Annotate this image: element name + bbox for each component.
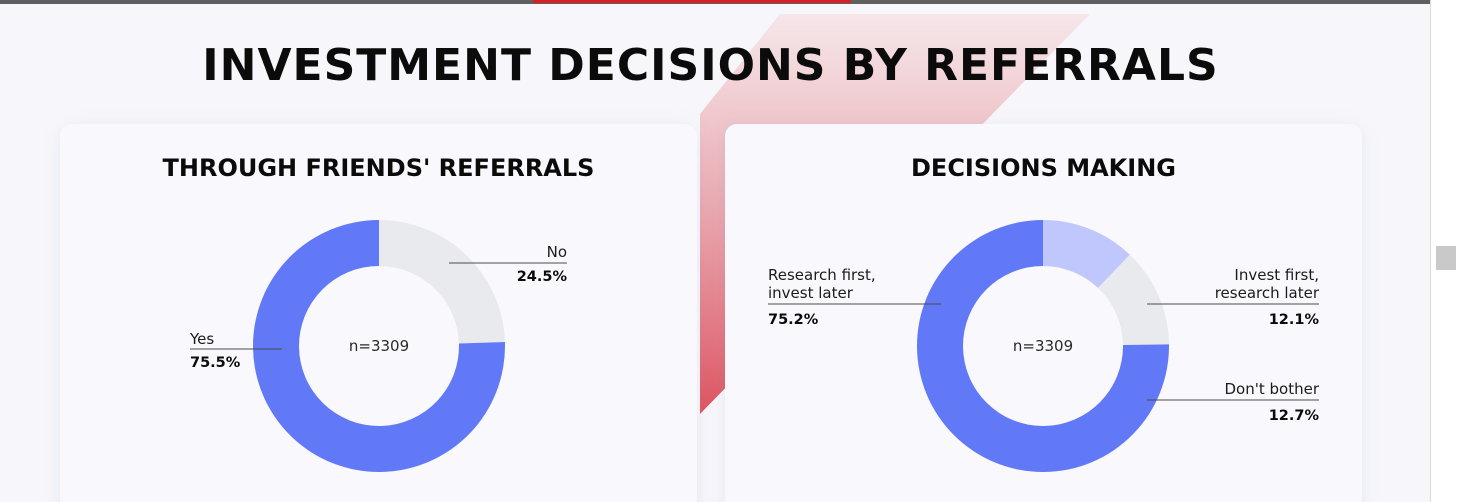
slice-value-1-2: 75.2% [768,312,819,328]
slice-value-0-0: 24.5% [517,269,568,285]
referrals-chart-title: THROUGH FRIENDS' REFERRALS [162,154,595,182]
slice-label-1-2: Research first, invest later [768,266,876,302]
active-tab-indicator [533,0,851,3]
slice-label-1-1: Don't bother [1225,380,1320,398]
donut-slice-0-0 [379,220,505,344]
slice-value-1-1: 12.7% [1269,408,1320,424]
infographic-stage: INVESTMENT DECISIONS BY REFERRALS THROUG… [0,4,1430,502]
decisions-chart-title: DECISIONS MAKING [911,154,1176,182]
slice-label-0-1: Yes [189,330,214,348]
donut-slice-0-1 [253,220,506,472]
sample-size-label-0: n=3309 [349,337,409,355]
donut-slice-1-1 [1098,254,1169,345]
scrollbar-thumb[interactable] [1436,246,1456,270]
referrals-card: THROUGH FRIENDS' REFERRALS No 24.5% Yes 75.… [60,124,697,502]
slice-label-1-0: Invest first, research later [1215,266,1320,302]
referrals-donut-chart: No 24.5% Yes 75.5% n=3309 [189,220,568,472]
donut-slice-1-0 [1043,220,1130,289]
donut-slice-1-2 [917,220,1169,472]
slice-value-1-0: 12.1% [1269,312,1320,328]
page-title: INVESTMENT DECISIONS BY REFERRALS [202,40,1219,91]
slice-label-0-0: No [547,243,567,261]
slice-value-0-1: 75.5% [190,355,241,371]
sample-size-label-1: n=3309 [1013,337,1073,355]
decisions-card: DECISIONS MAKING Invest first, research l… [725,124,1362,502]
decisions-donut-chart: Invest first, research later 12.1% Don't bo… [768,220,1320,472]
